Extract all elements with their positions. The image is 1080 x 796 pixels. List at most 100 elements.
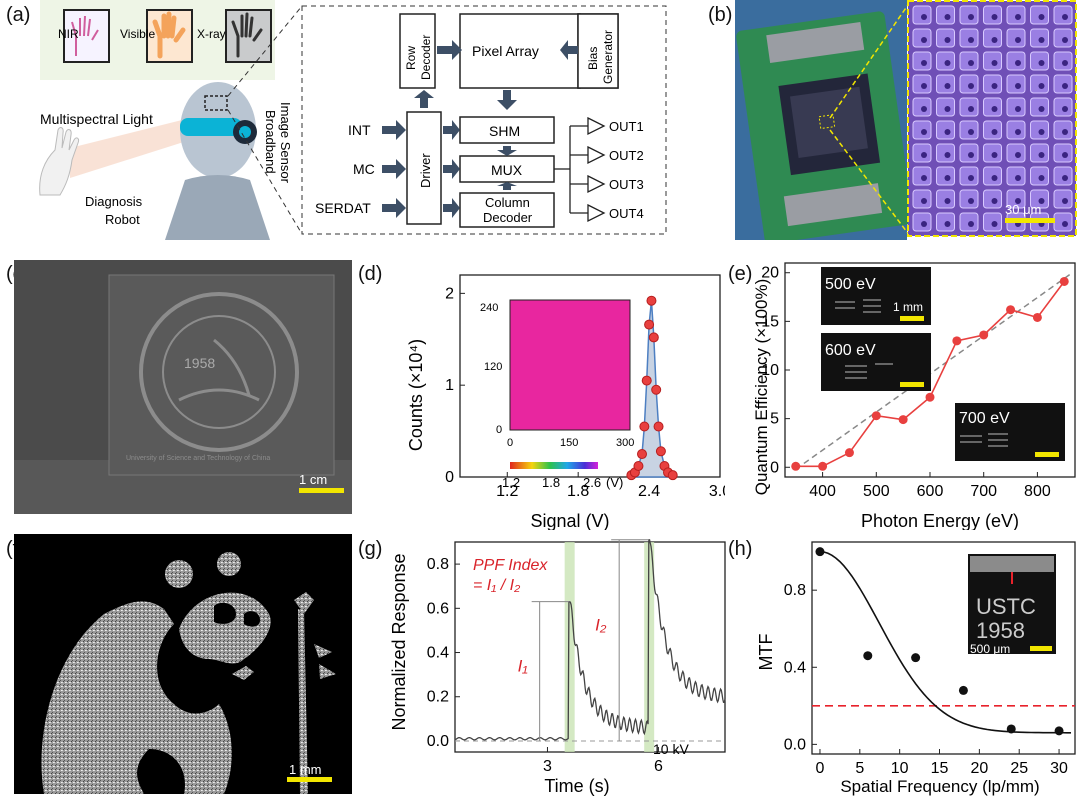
d-data-point-14 [667, 470, 678, 481]
pixel-electrode [968, 129, 974, 135]
h-data-point-2 [911, 653, 921, 663]
d-data-point-8 [648, 332, 659, 343]
pixel-electrode [1015, 14, 1021, 20]
sensor-label-line2: Image Sensor [278, 102, 293, 184]
pixel-electrode [944, 175, 951, 181]
d-data-point-11 [655, 446, 666, 457]
h-x-tick-label-2: 10 [891, 760, 909, 777]
d-y-axis-label: Counts (×10⁴) [406, 339, 426, 451]
d-data-point-2 [633, 460, 644, 471]
pixel-electrode [944, 37, 951, 43]
panel-label-b: (b) [708, 4, 733, 26]
e-data-point-7 [979, 330, 989, 340]
g-x-tick-label-1: 6 [654, 758, 663, 775]
h-y-tick-label-0: 0.0 [784, 736, 806, 753]
pixel-electrode [968, 106, 974, 112]
pixel-electrode [968, 14, 974, 20]
pixel-electrode [944, 14, 951, 20]
scale-bar-f [287, 777, 332, 782]
pixel-electrode [1062, 60, 1068, 66]
g-plot-frame [454, 541, 726, 753]
pixel-electrode [944, 221, 951, 227]
g-x-axis-label: Time (s) [544, 776, 609, 796]
scale-bar-c [299, 488, 344, 493]
pixel-electrode [921, 198, 927, 204]
e-data-point-5 [925, 392, 935, 402]
pixel-electrode [944, 106, 951, 112]
d-colorbar-tick-1: 1.8 [542, 475, 560, 490]
pixel-electrode [1015, 129, 1021, 135]
g-y-tick-label-2: 0.4 [427, 645, 449, 662]
pixel-electrode [1038, 37, 1045, 43]
e-data-point-10 [1059, 276, 1069, 286]
pixel-electrode [921, 106, 927, 112]
e-inset-scale-label: 1 mm [893, 300, 923, 314]
block-arrows [382, 40, 578, 218]
h-inset-text2: 1958 [976, 618, 1025, 643]
pixel-electrode [968, 83, 974, 89]
h-inset-text1: USTC [976, 594, 1036, 619]
pixel-electrode [991, 129, 998, 135]
h-x-tick-label-1: 5 [855, 760, 864, 777]
nir-hand-image [63, 9, 110, 63]
pixel-grid [912, 5, 1073, 232]
h-x-tick-label-3: 15 [931, 760, 949, 777]
output-1: OUT1 [609, 119, 644, 134]
d-data-point-7 [646, 295, 657, 306]
g-ppf-title: PPF Index [473, 557, 548, 574]
d-inset-ytick-1: 120 [484, 361, 502, 373]
d-x-tick-label-0: 1.2 [496, 483, 518, 500]
pixel-electrode [968, 175, 974, 181]
pixel-electrode [921, 14, 927, 20]
panel-label-a: (a) [6, 4, 31, 26]
panel-f: 1 mm [14, 534, 352, 794]
pixel-electrode [921, 221, 927, 227]
pixel-electrode [944, 60, 951, 66]
e-y-axis-label: Quantum Efficiency (×100%) [752, 279, 771, 496]
panel-h-chart: 0 5 10 15 20 25 30 0.0 0.4 0.8 Spatial Frequency … [756, 541, 1076, 796]
pixel-electrode [1015, 175, 1021, 181]
zoom-line-bottom-b [829, 129, 911, 237]
pixel-electrode [944, 83, 951, 89]
e-inset-700-label: 700 eV [959, 410, 1010, 427]
g-y-tick-label-3: 0.6 [427, 600, 449, 617]
robot-illustration [165, 82, 270, 240]
d-plot-frame [459, 274, 721, 478]
pixel-electrode [991, 221, 998, 227]
g-y-tick-label-0: 0.0 [427, 733, 449, 750]
pixel-electrode [1062, 129, 1068, 135]
scale-label-b: 30 μm [1005, 202, 1041, 217]
output-wiring [554, 116, 606, 223]
pixel-array-block [459, 13, 581, 89]
pixel-electrode [968, 221, 974, 227]
d-colorbar-tick-0: 1.2 [502, 475, 520, 490]
pixel-electrode [1015, 83, 1021, 89]
panel-label-h: (h) [728, 538, 753, 560]
robot-label-line2: Robot [105, 212, 140, 227]
d-data-point-5 [641, 375, 652, 386]
e-data-point-4 [898, 415, 908, 425]
pixel-electrode [921, 129, 927, 135]
light-beam [70, 118, 190, 178]
g-y-tick-label-1: 0.2 [427, 689, 449, 706]
pixel-electrode [1015, 198, 1021, 204]
h-data-point-1 [863, 651, 873, 661]
h-data-point-5 [1054, 726, 1064, 736]
e-data-point-3 [871, 411, 881, 421]
panel-label-e: (e) [728, 263, 753, 285]
sensor-board-photo [736, 11, 914, 240]
g-pulse-shade-1 [644, 542, 655, 752]
pixel-electrode [1062, 175, 1068, 181]
g-response-trace [454, 539, 726, 741]
h-y-tick-label-1: 0.4 [784, 659, 806, 676]
nir-label: NIR [58, 27, 79, 41]
g-i1-label: I₁ [518, 656, 528, 675]
panel-label-d: (d) [358, 263, 383, 285]
h-mtf-fit [819, 550, 1072, 734]
d-inset-xtick-1: 150 [560, 437, 578, 449]
e-data-point-9 [1032, 312, 1042, 322]
scale-label-f: 1 mm [289, 762, 322, 777]
pixel-electrode [991, 152, 998, 158]
e-inset-600: 600 eV [821, 333, 931, 391]
d-inset-ytick-0: 240 [480, 302, 498, 314]
